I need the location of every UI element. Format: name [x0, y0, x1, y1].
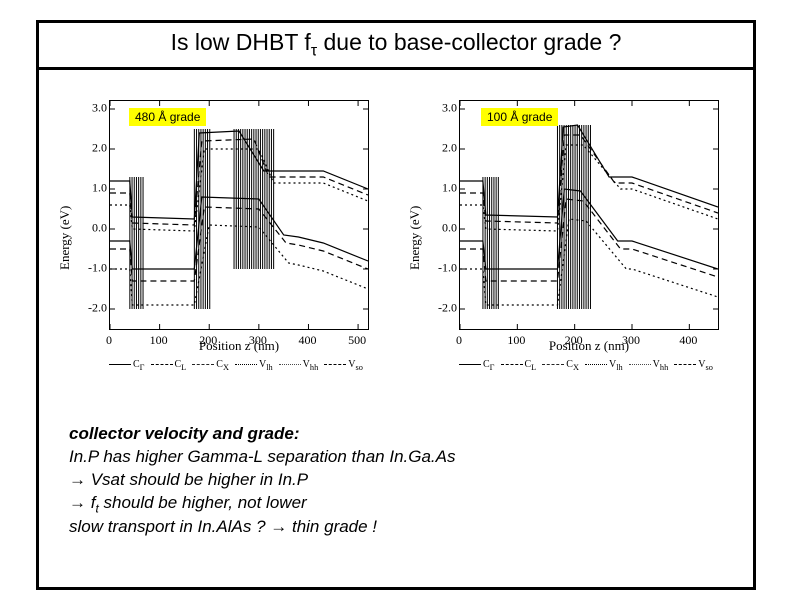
y-tick-label: 2.0 [81, 141, 107, 156]
legend-item: Vlh [235, 358, 273, 374]
legend-right: CΓ CL CX Vlh Vhh Vso [459, 358, 739, 374]
y-tick-label: 1.0 [431, 181, 457, 196]
x-tick-label: 500 [348, 333, 366, 348]
body-l4b: should be higher, not lower [99, 493, 307, 512]
x-tick-label: 100 [507, 333, 525, 348]
y-tick-label: -1.0 [431, 261, 457, 276]
legend-item: CX [192, 358, 229, 374]
body-line-4: → ft should be higher, not lower [69, 492, 456, 516]
legend-item: CL [501, 358, 537, 374]
plot-svg-left [110, 101, 368, 329]
y-tick-label: 2.0 [431, 141, 457, 156]
legend-item: CX [542, 358, 579, 374]
x-tick-label: 0 [456, 333, 462, 348]
x-tick-label: 300 [622, 333, 640, 348]
charts-row: 480 Å grade Energy (eV) Position z (nm) … [39, 70, 753, 400]
x-tick-label: 400 [298, 333, 316, 348]
y-tick-label: 3.0 [431, 101, 457, 116]
y-tick-label: 0.0 [81, 221, 107, 236]
plot-svg-right [460, 101, 718, 329]
legend-item: Vso [324, 358, 363, 374]
slide-frame: Is low DHBT fτ due to base-collector gra… [36, 20, 756, 590]
body-line-5: slow transport in In.AlAs ? → thin grade… [69, 516, 456, 539]
chart-left: 480 Å grade Energy (eV) Position z (nm) … [59, 90, 389, 390]
y-tick-label: -2.0 [431, 301, 457, 316]
x-tick-label: 0 [106, 333, 112, 348]
x-tick-label: 100 [150, 333, 168, 348]
x-tick-label: 200 [565, 333, 583, 348]
y-tick-label: -1.0 [81, 261, 107, 276]
legend-item: CΓ [459, 358, 495, 374]
plot-area-left [109, 100, 369, 330]
legend-left: CΓ CL CX Vlh Vhh Vso [109, 358, 389, 374]
body-line-3: → Vsat should be higher in In.P [69, 469, 456, 492]
x-axis-label-left: Position z (nm) [109, 338, 369, 354]
x-tick-label: 300 [249, 333, 267, 348]
body-l4a: → f [69, 493, 95, 512]
title-prefix: Is low DHBT f [171, 29, 311, 55]
y-tick-label: 0.0 [431, 221, 457, 236]
plot-area-right [459, 100, 719, 330]
body-text: collector velocity and grade: In.P has h… [69, 423, 456, 539]
y-tick-label: 3.0 [81, 101, 107, 116]
chart-right: 100 Å grade Energy (eV) Position z (nm) … [409, 90, 739, 390]
y-axis-label-right: Energy (eV) [407, 206, 423, 270]
y-axis-label-left: Energy (eV) [57, 206, 73, 270]
legend-item: Vhh [629, 358, 669, 374]
title-suffix: due to base-collector grade ? [317, 29, 621, 55]
body-line-1: collector velocity and grade: [69, 423, 456, 446]
legend-item: Vhh [279, 358, 319, 374]
y-tick-label: -2.0 [81, 301, 107, 316]
body-line-2: In.P has higher Gamma-L separation than … [69, 446, 456, 469]
body-l1: collector velocity and grade: [69, 424, 300, 443]
legend-item: CΓ [109, 358, 145, 374]
legend-item: CL [151, 358, 187, 374]
legend-item: Vso [674, 358, 713, 374]
grade-label-left: 480 Å grade [129, 108, 206, 126]
grade-label-right: 100 Å grade [481, 108, 558, 126]
x-tick-label: 200 [199, 333, 217, 348]
title-bar: Is low DHBT fτ due to base-collector gra… [39, 23, 753, 70]
y-tick-label: 1.0 [81, 181, 107, 196]
title-text: Is low DHBT fτ due to base-collector gra… [171, 29, 622, 61]
legend-item: Vlh [585, 358, 623, 374]
x-tick-label: 400 [679, 333, 697, 348]
